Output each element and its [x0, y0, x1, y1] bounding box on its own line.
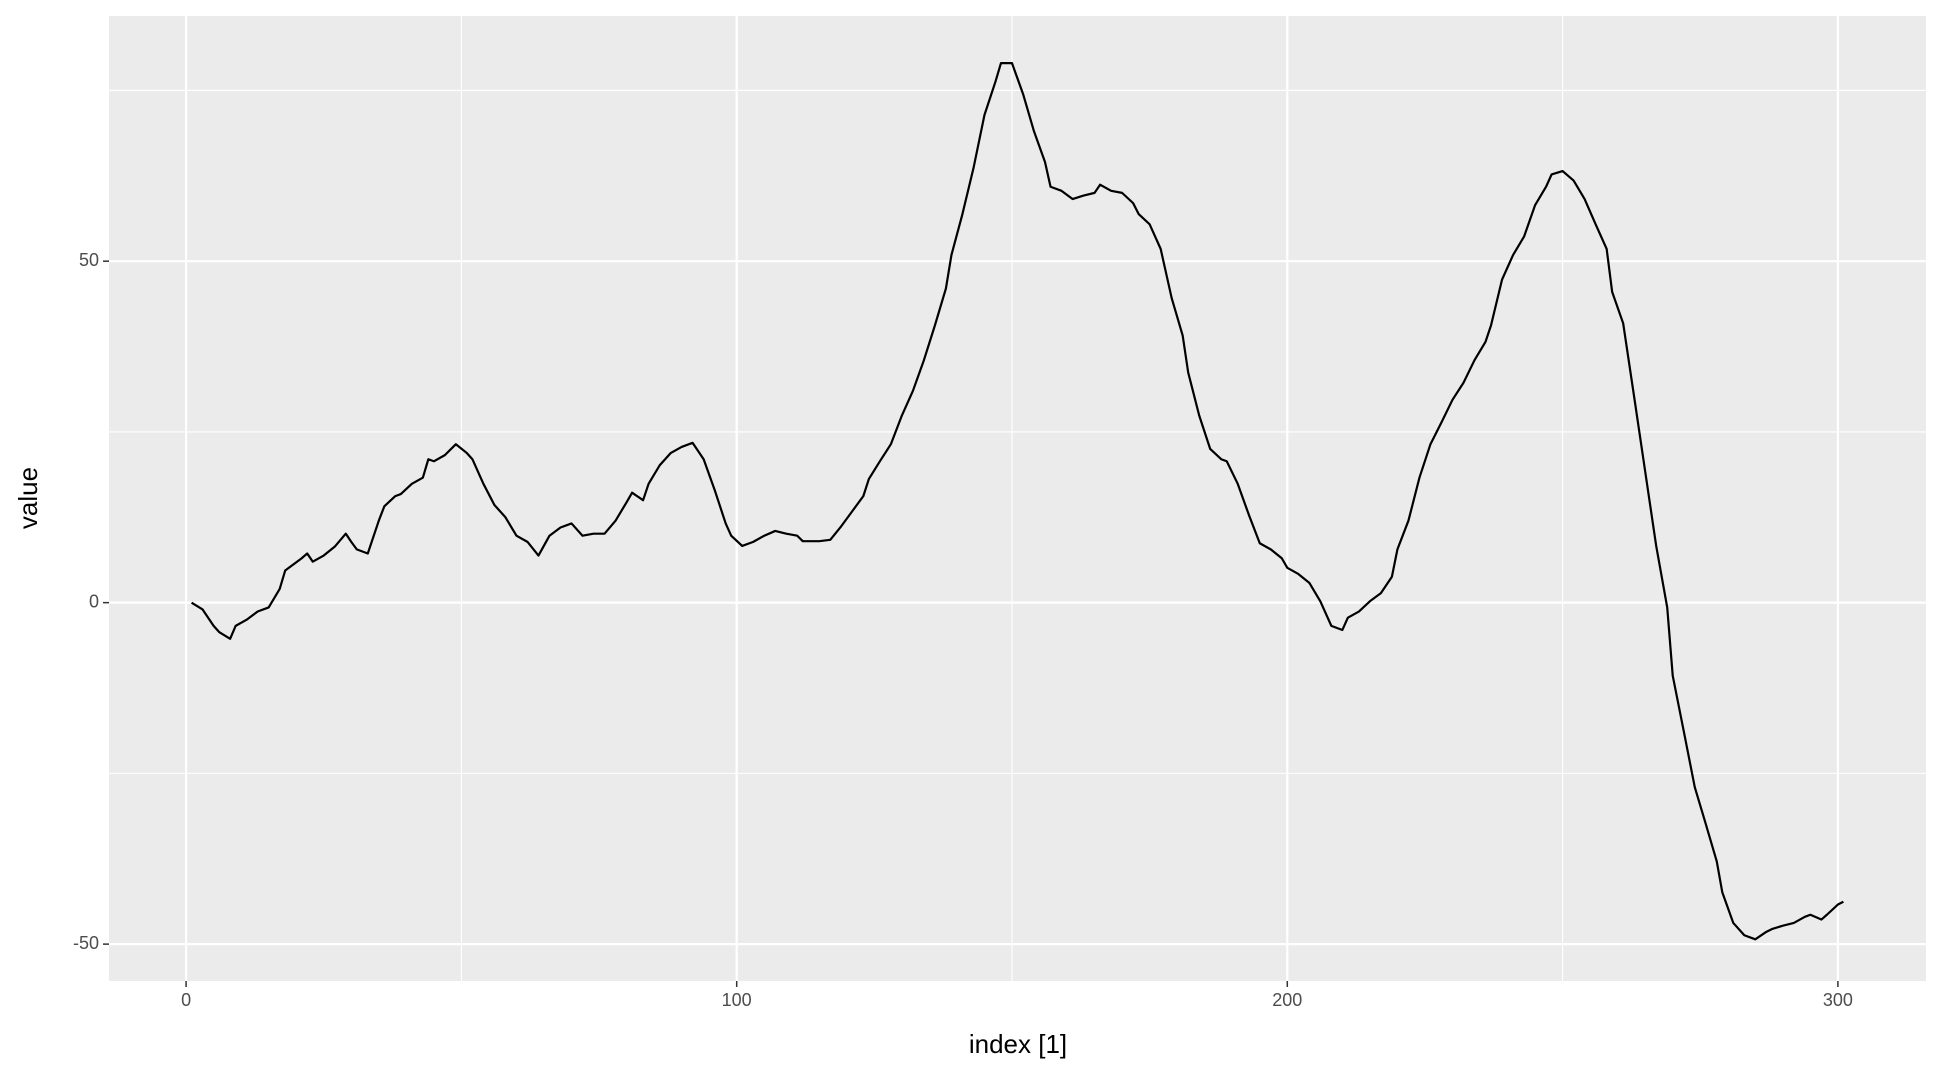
y-tick-label: 0	[89, 591, 99, 611]
panel	[109, 16, 1926, 981]
x-tick-label: 0	[181, 990, 191, 1010]
x-tick-label: 200	[1272, 990, 1302, 1010]
x-axis-title: index [1]	[969, 1029, 1067, 1059]
x-tick-label: 100	[722, 990, 752, 1010]
y-axis-title: value	[13, 467, 43, 529]
data-line	[191, 62, 1844, 941]
y-tick-label: 50	[79, 250, 99, 270]
y-tick-label: -50	[73, 933, 99, 953]
x-tick-label: 300	[1823, 990, 1853, 1010]
